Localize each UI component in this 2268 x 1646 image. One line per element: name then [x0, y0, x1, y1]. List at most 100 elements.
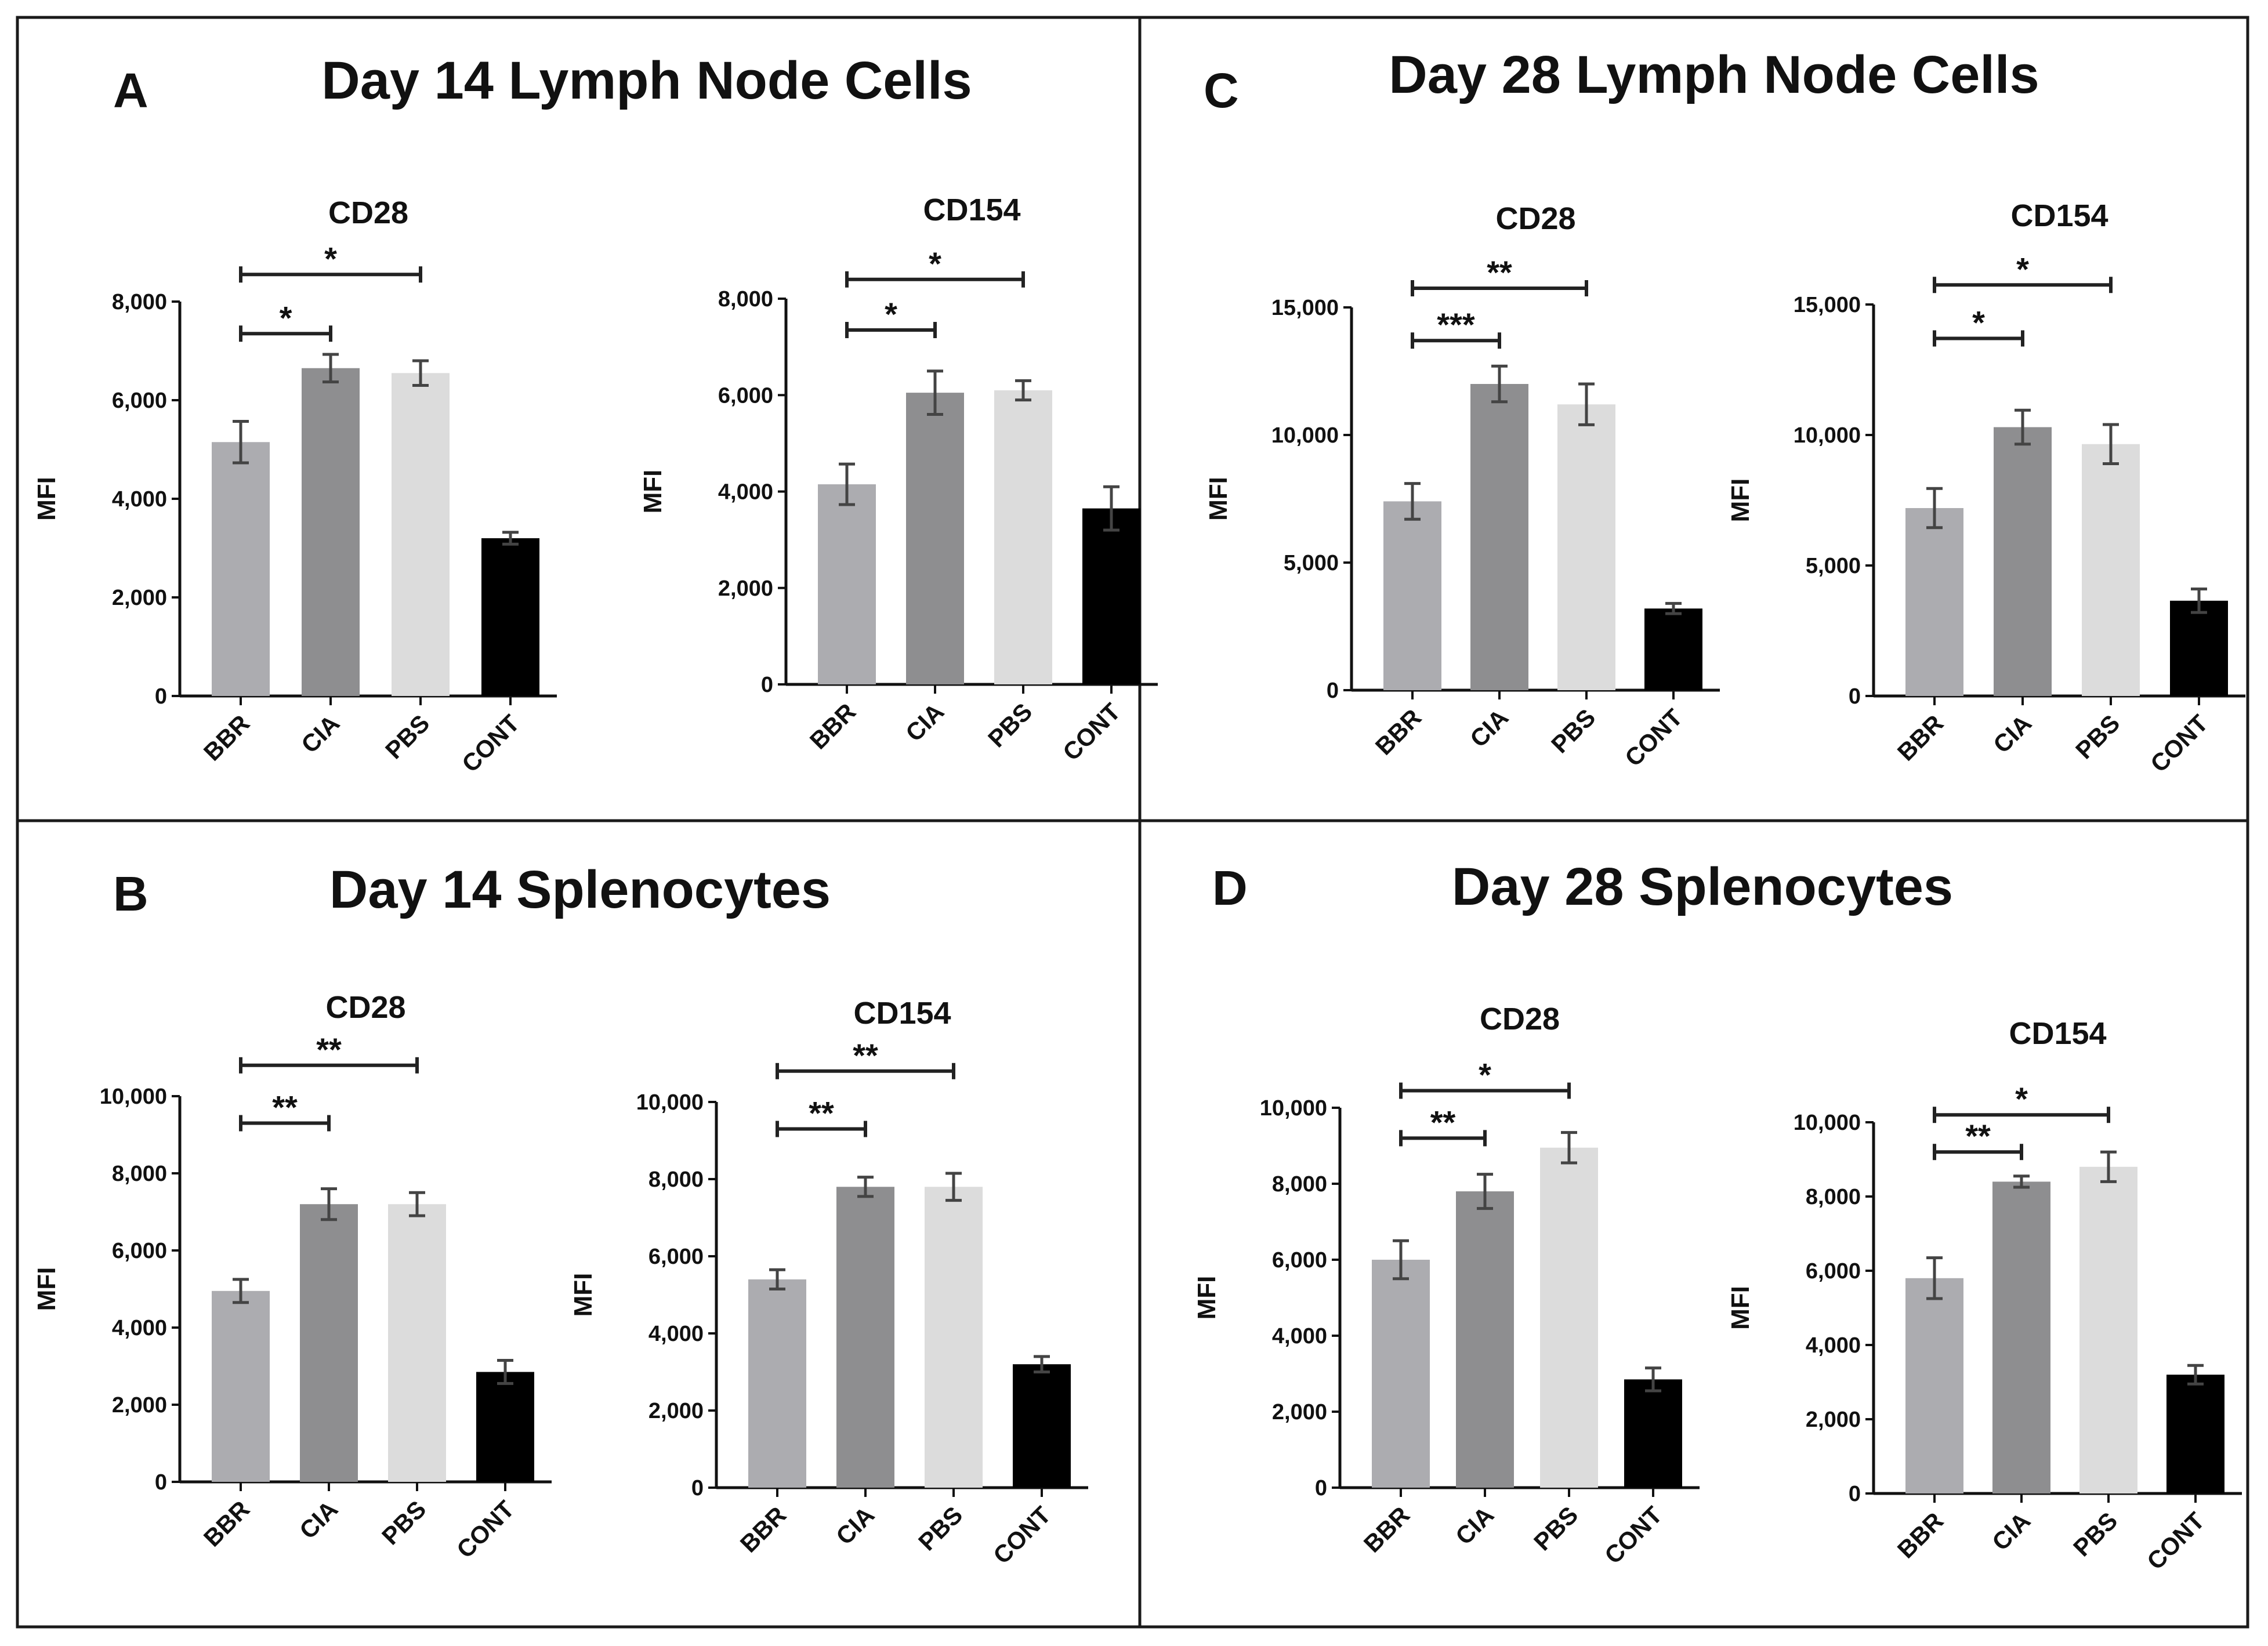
- y-tick-label: 0: [1849, 1482, 1861, 1506]
- panel-letter-c: C: [1204, 63, 1239, 118]
- chart-title: CD28: [1480, 1002, 1560, 1036]
- y-tick-label: 4,000: [112, 1316, 167, 1340]
- y-tick-label: 0: [1327, 679, 1339, 703]
- y-tick-label: 5,000: [1284, 551, 1339, 575]
- significance-label: *: [885, 296, 897, 332]
- significance-label: **: [272, 1089, 298, 1126]
- significance-label: *: [324, 240, 337, 277]
- y-tick-label: 8,000: [1806, 1185, 1861, 1209]
- chart-title: CD28: [328, 195, 408, 230]
- bar-cont: [1013, 1364, 1071, 1488]
- y-tick-label: 8,000: [1272, 1172, 1327, 1197]
- y-tick-label: 0: [691, 1476, 704, 1500]
- y-tick-label: 10,000: [100, 1085, 167, 1109]
- y-tick-label: 10,000: [1271, 423, 1339, 448]
- significance-label: *: [929, 245, 941, 282]
- y-axis-label: MFI: [1193, 1276, 1221, 1320]
- bar-pbs: [388, 1204, 446, 1482]
- bar-cia: [302, 368, 360, 696]
- bar-cia: [1992, 1181, 2050, 1493]
- y-axis-label: MFI: [32, 1267, 61, 1311]
- y-tick-label: 15,000: [1271, 296, 1339, 320]
- chart-title: CD154: [2009, 1016, 2106, 1051]
- significance-label: *: [1972, 304, 1985, 341]
- significance-label: *: [2016, 251, 2029, 287]
- panel-title-b: Day 14 Splenocytes: [329, 860, 831, 919]
- bar-bbr: [748, 1279, 806, 1488]
- y-tick-label: 6,000: [648, 1245, 704, 1269]
- y-tick-label: 4,000: [1806, 1333, 1861, 1358]
- chart-title: CD154: [923, 193, 1020, 227]
- chart-title: CD154: [2010, 198, 2108, 233]
- y-tick-label: 4,000: [112, 487, 167, 512]
- y-axis-label: MFI: [1204, 477, 1233, 521]
- significance-label: *: [2015, 1081, 2028, 1117]
- significance-label: *: [280, 299, 292, 336]
- bar-bbr: [212, 1290, 270, 1482]
- y-tick-label: 6,000: [1806, 1259, 1861, 1284]
- y-tick-label: 8,000: [112, 290, 167, 314]
- y-tick-label: 10,000: [1794, 1111, 1861, 1135]
- bar-pbs: [925, 1187, 983, 1488]
- y-tick-label: 2,000: [718, 577, 773, 601]
- bar-cont: [481, 538, 539, 696]
- panel-title-c: Day 28 Lymph Node Cells: [1389, 45, 2039, 104]
- y-tick-label: 0: [155, 1470, 167, 1495]
- significance-label: *: [1479, 1057, 1491, 1093]
- chart-title: CD28: [1495, 201, 1575, 236]
- bar-cont: [1082, 508, 1140, 684]
- bar-bbr: [1905, 1278, 1963, 1493]
- bar-pbs: [994, 390, 1052, 684]
- y-tick-label: 6,000: [112, 1239, 167, 1263]
- bar-cia: [1470, 384, 1528, 690]
- y-tick-label: 5,000: [1806, 554, 1861, 578]
- significance-label: ***: [1437, 306, 1475, 343]
- y-tick-label: 6,000: [718, 383, 773, 408]
- panel-frame-d: [1138, 819, 2249, 1629]
- chart-title: CD154: [853, 996, 951, 1031]
- panel-title-a: Day 14 Lymph Node Cells: [321, 51, 972, 110]
- y-tick-label: 8,000: [112, 1162, 167, 1186]
- bar-cia: [1994, 427, 2052, 696]
- bar-pbs: [2079, 1166, 2137, 1493]
- bar-cia: [300, 1204, 358, 1482]
- bar-cont: [2166, 1375, 2224, 1493]
- y-tick-label: 10,000: [1260, 1096, 1327, 1121]
- bar-cont: [476, 1372, 534, 1482]
- y-tick-label: 0: [155, 684, 167, 709]
- bar-cia: [906, 393, 964, 684]
- y-tick-label: 0: [1315, 1476, 1327, 1500]
- y-tick-label: 8,000: [648, 1168, 704, 1192]
- y-tick-label: 2,000: [1272, 1400, 1327, 1424]
- y-tick-label: 0: [1849, 684, 1861, 709]
- significance-label: **: [809, 1095, 834, 1132]
- panel-title-d: Day 28 Splenocytes: [1452, 857, 1953, 916]
- bar-bbr: [1905, 508, 1963, 696]
- bar-pbs: [1557, 404, 1615, 690]
- bar-cont: [1644, 608, 1702, 690]
- y-axis-label: MFI: [639, 470, 667, 514]
- bar-bbr: [1372, 1260, 1430, 1488]
- y-tick-label: 2,000: [112, 1393, 167, 1417]
- y-tick-label: 2,000: [648, 1399, 704, 1423]
- bar-cont: [2170, 600, 2228, 696]
- chart-title: CD28: [325, 990, 405, 1025]
- significance-label: **: [1965, 1118, 1991, 1154]
- y-tick-label: 0: [761, 673, 773, 697]
- y-tick-label: 10,000: [1794, 423, 1861, 448]
- y-tick-label: 2,000: [1806, 1408, 1861, 1432]
- bar-bbr: [1383, 501, 1441, 690]
- panel-letter-d: D: [1212, 861, 1248, 915]
- bar-cont: [1624, 1379, 1682, 1488]
- bar-cia: [836, 1187, 894, 1488]
- significance-label: **: [1487, 254, 1512, 291]
- y-tick-label: 2,000: [112, 586, 167, 610]
- y-axis-label: MFI: [32, 477, 61, 521]
- bar-pbs: [1540, 1147, 1598, 1488]
- y-tick-label: 4,000: [718, 480, 773, 505]
